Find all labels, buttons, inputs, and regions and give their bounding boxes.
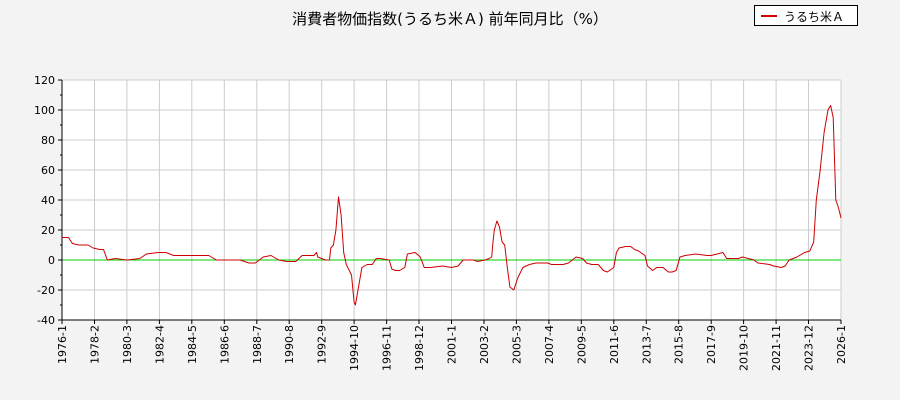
- legend-label: うるち米Ａ: [784, 10, 845, 24]
- x-tick-label: 2026-1: [835, 325, 848, 364]
- x-tick-label: 2001-1: [446, 325, 459, 364]
- x-tick-label: 1982-4: [153, 325, 166, 364]
- series-line: [62, 105, 842, 306]
- x-tick-label: 2015-8: [673, 325, 686, 364]
- x-tick-label: 1990-8: [283, 325, 296, 364]
- x-tick-label: 2013-7: [640, 325, 653, 364]
- x-tick-label: 1980-3: [121, 325, 134, 364]
- x-tick-label: 2023-12: [803, 325, 816, 371]
- x-tick-label: 2009-5: [575, 325, 588, 364]
- x-tick-label: 1998-12: [413, 325, 426, 371]
- y-tick-label: 120: [34, 74, 55, 87]
- x-tick-label: 1994-10: [348, 325, 361, 371]
- x-tick-label: 2017-9: [705, 325, 718, 364]
- x-tick-label: 2003-2: [478, 325, 491, 364]
- y-tick-label: -20: [37, 284, 55, 297]
- x-tick-label: 1976-1: [56, 325, 69, 364]
- x-tick-label: 1984-5: [186, 325, 199, 364]
- x-tick-label: 2005-3: [510, 325, 523, 364]
- x-tick-label: 1978-2: [89, 325, 102, 364]
- x-tick-label: 2019-10: [738, 325, 751, 371]
- y-tick-label: 40: [41, 194, 55, 207]
- y-tick-label: 100: [34, 104, 55, 117]
- y-tick-label: 60: [41, 164, 55, 177]
- chart-title: 消費者物価指数(うるち米Ａ) 前年同月比（%）: [292, 10, 608, 28]
- legend-swatch: [761, 15, 777, 17]
- x-tick-label: 1988-7: [251, 325, 264, 364]
- x-tick-label: 1996-11: [381, 325, 394, 371]
- y-tick-label: -40: [37, 314, 55, 327]
- x-tick-label: 1986-6: [218, 325, 231, 364]
- x-tick-label: 2011-6: [608, 325, 621, 364]
- chart-legend: うるち米Ａ: [754, 5, 858, 26]
- y-tick-label: 80: [41, 134, 55, 147]
- y-tick-label: 0: [48, 254, 55, 267]
- x-tick-label: 2021-11: [770, 325, 783, 371]
- y-tick-label: 20: [41, 224, 55, 237]
- x-tick-label: 1992-9: [316, 325, 329, 364]
- x-tick-label: 2007-4: [543, 325, 556, 364]
